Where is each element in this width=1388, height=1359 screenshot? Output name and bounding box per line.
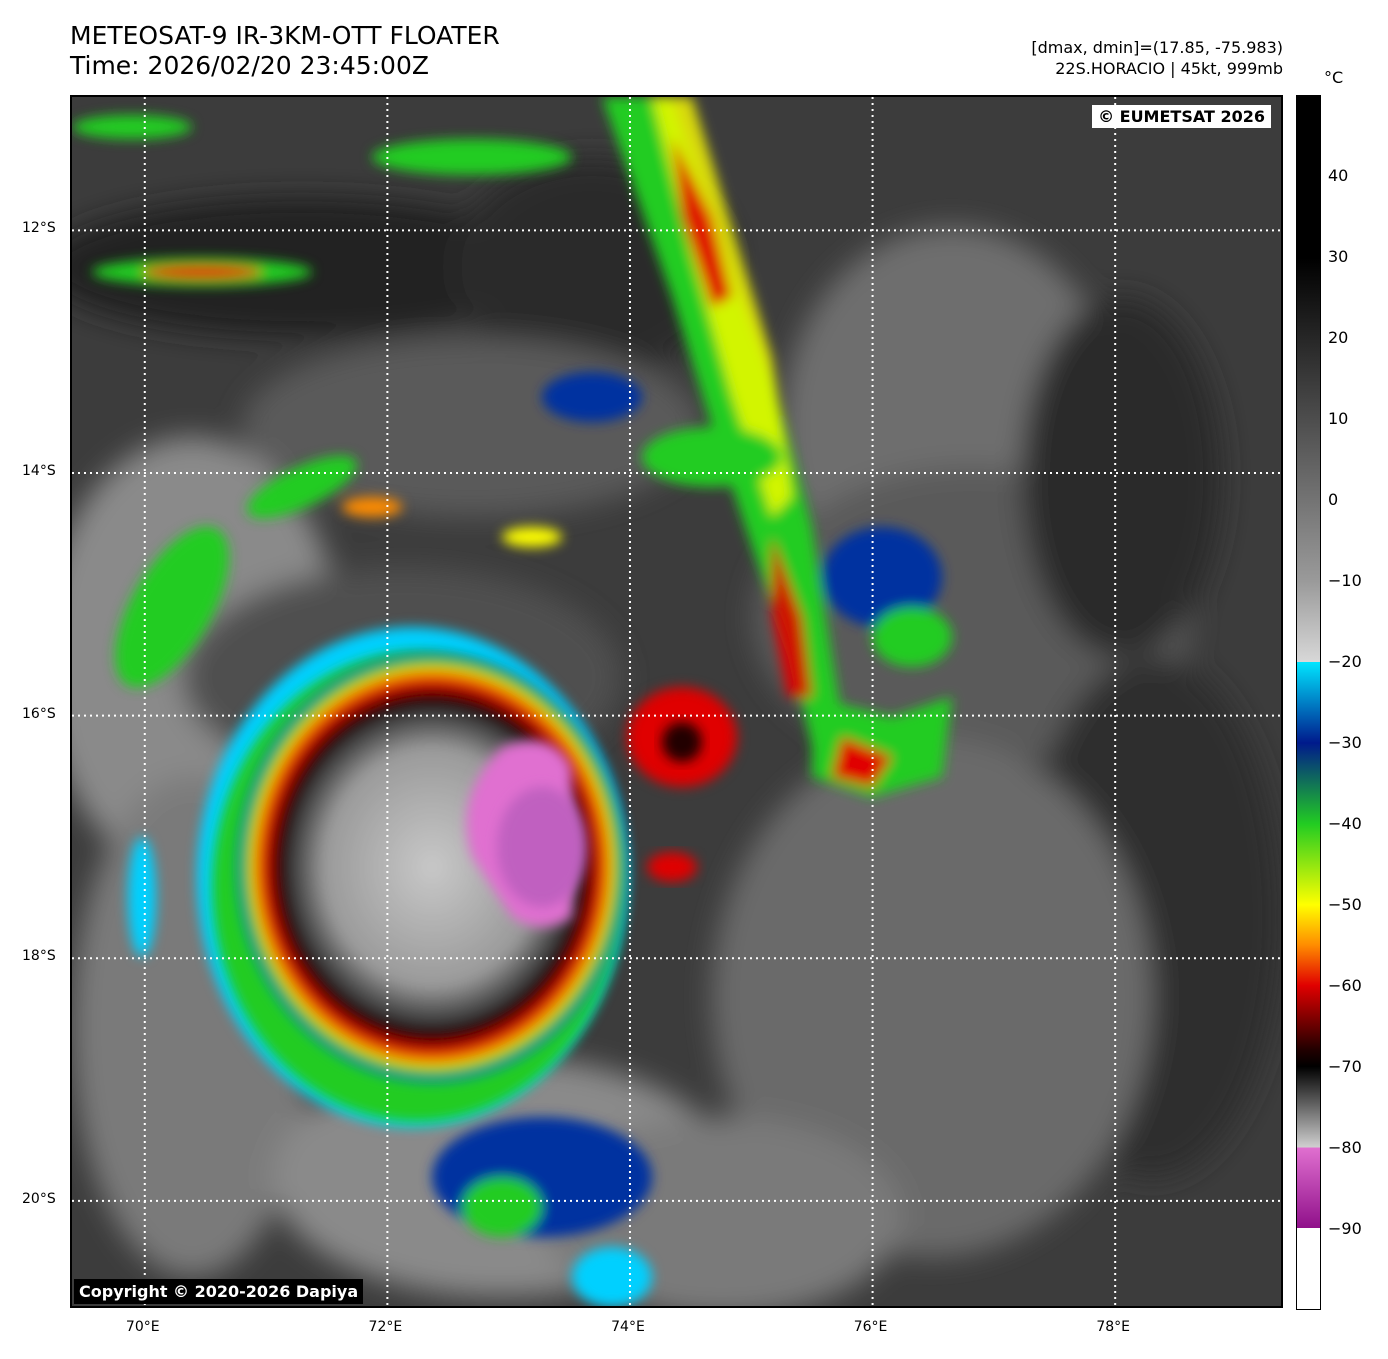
- lat-label: 18°S: [22, 948, 56, 965]
- lon-label: 78°E: [1096, 1319, 1131, 1335]
- background-clouds: [72, 157, 1281, 1306]
- dmax-dmin-readout: [dmax, dmin]=(17.85, -75.983): [1031, 38, 1283, 57]
- lat-label: 14°S: [22, 463, 56, 480]
- lat-label: 12°S: [22, 220, 56, 237]
- rain-band-north: [542, 97, 952, 797]
- storm-info: 22S.HORACIO | 45kt, 999mb: [1055, 59, 1283, 78]
- colorbar-tick-label: −60: [1328, 976, 1362, 995]
- colorbar-tick-label: −70: [1328, 1057, 1362, 1076]
- eumetsat-credit: © EUMETSAT 2026: [1092, 105, 1271, 128]
- central-dense-overcast: [197, 627, 737, 1127]
- colorbar-tick-label: 40: [1328, 166, 1349, 185]
- colorbar-tick-label: −90: [1328, 1219, 1362, 1238]
- colorbar-tick-label: 20: [1328, 328, 1349, 347]
- ir-imagery: [72, 97, 1281, 1306]
- colorbar-tick-label: 10: [1328, 409, 1349, 428]
- map-timestamp: Time: 2026/02/20 23:45:00Z: [70, 51, 429, 80]
- temperature-colorbar: [1296, 95, 1321, 1310]
- lon-label: 70°E: [125, 1319, 160, 1335]
- rain-band-west: [72, 115, 652, 1306]
- lon-label: 74°E: [611, 1319, 645, 1335]
- colorbar-unit: °C: [1324, 68, 1344, 87]
- lat-label: 20°S: [22, 1190, 56, 1207]
- colorbar-tick-label: −40: [1328, 814, 1362, 833]
- lon-label: 72°E: [368, 1319, 403, 1335]
- colorbar-tick-label: −20: [1328, 652, 1362, 671]
- colorbar-tick-label: −80: [1328, 1138, 1362, 1157]
- satellite-map[interactable]: © EUMETSAT 2026 Copyright © 2020-2026 Da…: [70, 95, 1283, 1308]
- graticule: [72, 97, 1281, 1306]
- colorbar-tick-label: 30: [1328, 247, 1349, 266]
- colorbar-tick-label: −50: [1328, 895, 1362, 914]
- colorbar-tick-label: 0: [1328, 490, 1339, 509]
- lat-label: 16°S: [22, 705, 56, 722]
- map-title: METEOSAT-9 IR-3KM-OTT FLOATER: [70, 21, 500, 50]
- colorbar-tick-label: −10: [1328, 571, 1362, 590]
- dapiya-copyright: Copyright © 2020-2026 Dapiya: [74, 1279, 364, 1304]
- colorbar-tick-label: −30: [1328, 733, 1362, 752]
- lon-label: 76°E: [853, 1319, 888, 1335]
